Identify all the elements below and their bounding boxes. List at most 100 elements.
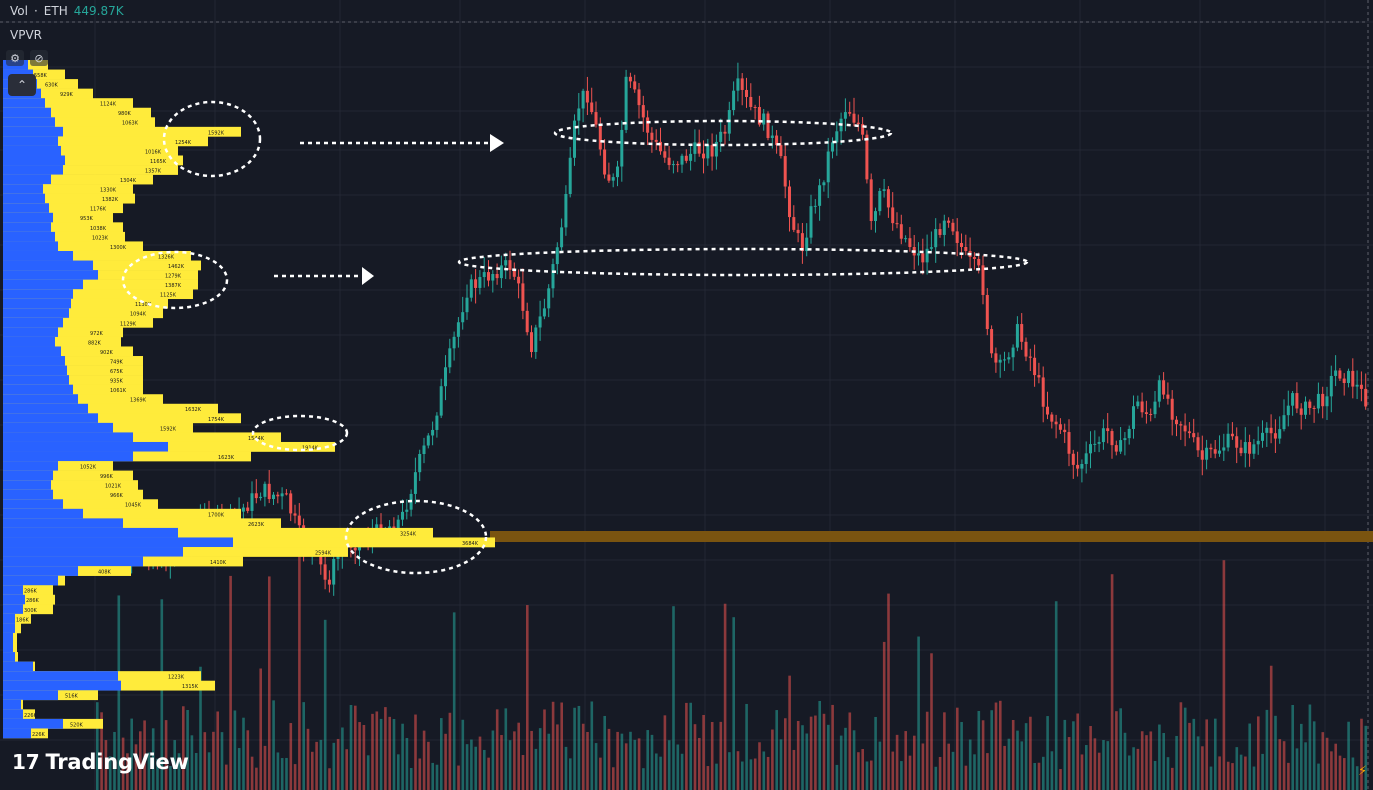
volume-bar [1304,742,1307,790]
volume-bar [362,724,366,790]
candle-body [284,493,288,495]
collapse-button[interactable]: ⌃ [8,74,36,96]
vp-sell-bar [3,231,125,242]
vpvr-indicator-label[interactable]: VPVR [10,28,42,42]
eye-off-icon[interactable]: ⊘ [30,50,48,66]
poc-line [490,531,1373,542]
volume-bar [659,756,662,790]
volume-legend[interactable]: Vol · ETH 449.87K [10,4,124,18]
vp-row-label: 1592K [208,130,225,136]
candle-body [826,151,830,183]
volume-bar [551,701,555,790]
vp-buy-bar [3,718,63,729]
candle-body [753,106,757,108]
volume-bar [667,740,671,790]
volume-bar [1321,732,1325,790]
volume-bar [1011,720,1015,790]
candle-body [800,233,804,252]
volume-bar [379,718,383,790]
volume-bar [1158,724,1161,790]
volume-bar [1042,756,1045,790]
candle-body [925,248,929,263]
volume-bar [913,735,916,790]
volume-bar [500,735,503,790]
candle-body [792,217,796,230]
candle-body [1192,433,1196,438]
volume-bar [1257,716,1260,790]
volume-bar [1196,736,1200,790]
volume-bar [663,715,667,790]
volume-bar [943,712,946,790]
lightning-icon[interactable]: ⚡ [1358,764,1368,779]
tradingview-logo[interactable]: 17 TradingView [12,750,189,774]
volume-bar [874,716,877,790]
volume-bar [1218,756,1221,790]
volume-bar [302,702,305,790]
vp-buy-bar [3,336,55,347]
candle-body [1033,357,1037,376]
vp-sell-bar [3,289,193,300]
vp-row-label: 1357K [145,168,162,174]
vp-sell-bar [3,527,433,538]
candle-body [633,81,637,90]
candle-body [534,327,538,352]
candle-body [616,166,619,178]
candle-body [598,124,602,150]
candle-body [435,415,439,430]
volume-bar [1003,745,1006,790]
candle-body [749,96,753,107]
volume-bar [633,739,637,790]
volume-bar [366,755,370,790]
vp-sell-bar [3,604,53,615]
vp-buy-bar [3,566,78,576]
candle-body [689,153,693,161]
volume-bar [586,731,589,790]
volume-bar [689,702,692,790]
vp-buy-bar [3,604,23,615]
volume-bar [504,708,508,790]
candle-body [929,247,933,249]
vp-sell-bar [3,193,135,204]
candle-body [1110,431,1114,446]
volume-bar [655,753,658,790]
candle-body [1119,440,1123,452]
volume-bar [882,641,886,790]
volume-bar [1338,755,1342,790]
candle-body [977,258,981,266]
volume-bar [925,711,929,790]
vp-buy-bar [3,613,15,624]
volume-bar [121,737,125,790]
vp-sell-bar [3,327,123,338]
volume-bar [190,735,194,790]
candle-body [426,435,430,446]
volume-bar [1097,752,1101,790]
volume-bar [1175,735,1178,790]
vp-buy-bar [3,356,65,366]
volume-legend-symbol: ETH [43,4,68,18]
volume-bar [616,731,619,790]
volume-bar [573,707,576,790]
settings-icon[interactable]: ⚙ [6,50,24,66]
vp-sell-bar [3,117,155,128]
volume-bar [977,710,981,790]
volume-bar [306,728,310,790]
volume-bar [612,767,615,790]
vp-row-label: 1387K [165,283,182,289]
candle-body [1071,453,1075,465]
candle-body [577,108,581,121]
candle-body [568,157,572,195]
vp-buy-bar [3,413,98,424]
volume-bar [508,740,512,790]
volume-bar [375,711,379,790]
candle-body [878,190,882,212]
candle-body [1304,401,1307,415]
vp-sell-bar [3,308,163,319]
candle-body [908,238,912,247]
volume-bar [1067,737,1071,790]
volume-bar [801,725,804,790]
candle-body [775,135,779,146]
candle-body [564,194,568,228]
